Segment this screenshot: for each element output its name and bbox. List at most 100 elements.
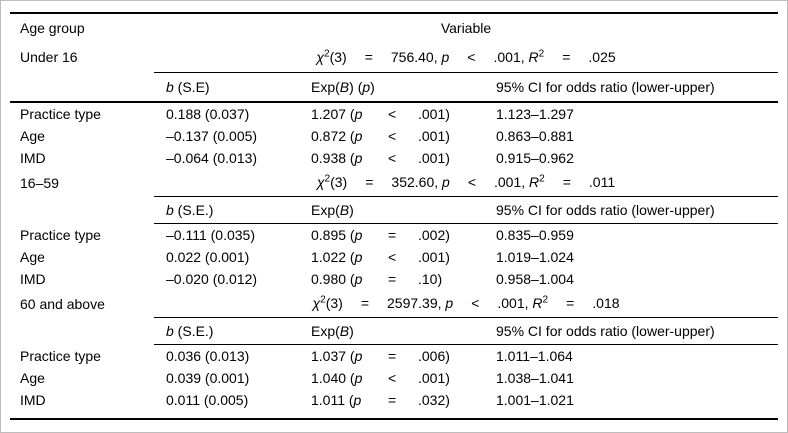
p-value: .10)	[418, 270, 443, 287]
equals-sign: =	[365, 174, 374, 190]
col-header-b: b (S.E.)	[166, 322, 214, 339]
p-operator: <	[388, 149, 397, 166]
equals-sign: =	[360, 295, 369, 311]
p-value: .001, R2	[494, 173, 545, 190]
group-row-16-59: 16–59 χ2(3) = 352.60, p < .001, R2 = .01…	[10, 169, 778, 197]
p-value: .001, R2	[493, 47, 545, 65]
cell-exp-b: 1.207 (p < .001)	[311, 106, 496, 122]
table-header-row: Age group Variable	[10, 14, 778, 41]
cell-exp-b: 1.011 (p = .032)	[311, 392, 496, 408]
col-header-exp: Exp(B)	[311, 201, 354, 218]
p-value: .002)	[418, 226, 450, 243]
p-value: .001)	[418, 105, 450, 122]
model-stat-line: χ2(3) = 2597.39, p < .001, R2 = .018	[154, 290, 778, 318]
cell-ci: 0.915–0.962	[496, 149, 574, 166]
empty-corner-cell	[10, 197, 154, 224]
p-value: .001, R2	[497, 294, 549, 311]
p-operator: <	[467, 174, 476, 190]
r-squared-value: .018	[592, 295, 620, 311]
model-stat-line: χ2(3) = 352.60, p < .001, R2 = .011	[154, 169, 778, 197]
group-row-60-and-above: 60 and above χ2(3) = 2597.39, p < .001, …	[10, 290, 778, 318]
cell-exp-b: 1.022 (p < .001)	[311, 249, 496, 265]
data-row-practice-type: Practice type 0.188 (0.037) 1.207 (p < .…	[10, 103, 778, 125]
table-rule-bottom	[10, 417, 778, 420]
cell-exp-b: 0.980 (p = .10)	[311, 271, 496, 287]
cell-ci: 1.123–1.297	[496, 105, 574, 122]
cell-exp-b: 1.040 (p < .001)	[311, 370, 496, 386]
cell-b-se: 0.039 (0.001)	[166, 369, 250, 386]
r-squared-value: .025	[588, 48, 616, 65]
data-row-imd: IMD 0.011 (0.005) 1.011 (p = .032) 1.001…	[10, 389, 778, 411]
cell-exp-b: 0.872 (p < .001)	[311, 128, 496, 144]
p-value: .001)	[418, 248, 450, 265]
chi-square-term: χ2(3)	[316, 47, 347, 65]
data-row-practice-type: Practice type –0.111 (0.035) 0.895 (p = …	[10, 224, 778, 246]
data-row-practice-type: Practice type 0.036 (0.013) 1.037 (p = .…	[10, 345, 778, 367]
group-label: 60 and above	[20, 295, 105, 312]
column-header-row: b (S.E.) Exp(B) 95% CI for odds ratio (l…	[10, 318, 778, 345]
chi-square-value: 2597.39, p	[387, 295, 454, 311]
r-squared-value: .011	[588, 174, 616, 190]
group-label: Under 16	[20, 49, 78, 65]
p-value: .032)	[418, 391, 450, 408]
cell-ci: 1.019–1.024	[496, 248, 574, 265]
equals-sign: =	[562, 48, 571, 65]
chi-square-term: χ2(3)	[312, 294, 343, 311]
row-label: Age	[20, 369, 45, 386]
p-value: .001)	[418, 127, 450, 144]
p-operator: <	[388, 369, 397, 386]
chi-square-value: 352.60, p	[391, 174, 450, 190]
row-label: IMD	[20, 270, 46, 287]
regression-table: Age group Variable Under 16 χ2(3) = 756.…	[10, 12, 778, 420]
row-label: Practice type	[20, 347, 101, 364]
p-value: .001)	[418, 369, 450, 386]
row-label: IMD	[20, 149, 46, 166]
cell-b-se: 0.022 (0.001)	[166, 248, 250, 265]
p-operator: =	[388, 391, 397, 408]
cell-ci: 1.001–1.021	[496, 391, 574, 408]
data-row-age: Age –0.137 (0.005) 0.872 (p < .001) 0.86…	[10, 125, 778, 147]
cell-b-se: –0.111 (0.035)	[166, 226, 255, 243]
cell-ci: 1.011–1.064	[496, 347, 573, 364]
chi-square-value: 756.40, p	[390, 48, 450, 65]
cell-ci: 1.038–1.041	[496, 369, 574, 386]
equals-sign: =	[566, 295, 575, 311]
empty-corner-cell	[10, 73, 154, 101]
p-value: .006)	[418, 347, 450, 364]
column-header-row: b (S.E.) Exp(B) 95% CI for odds ratio (l…	[10, 197, 778, 224]
table-rule-top	[10, 12, 778, 14]
p-operator: =	[388, 270, 397, 287]
column-header-row: b (S.E) Exp(B) (p) 95% CI for odds ratio…	[10, 73, 778, 103]
age-group-column-header: Age group	[20, 19, 85, 36]
data-row-age: Age 0.039 (0.001) 1.040 (p < .001) 1.038…	[10, 367, 778, 389]
data-row-imd: IMD –0.020 (0.012) 0.980 (p = .10) 0.958…	[10, 268, 778, 290]
empty-corner-cell	[10, 318, 154, 345]
cell-exp-b: 1.037 (p = .006)	[311, 348, 496, 364]
col-header-exp: Exp(B)	[311, 322, 354, 339]
row-label: Age	[20, 248, 45, 265]
cell-ci: 0.835–0.959	[496, 226, 574, 243]
row-label: Age	[20, 127, 45, 144]
p-operator: <	[388, 127, 397, 144]
equals-sign: =	[364, 48, 373, 65]
p-operator: =	[388, 347, 397, 364]
cell-b-se: –0.137 (0.005)	[166, 127, 258, 144]
col-header-ci: 95% CI for odds ratio (lower-upper)	[496, 201, 715, 218]
data-row-imd: IMD –0.064 (0.013) 0.938 (p < .001) 0.91…	[10, 147, 778, 169]
col-header-b: b (S.E)	[166, 78, 210, 95]
col-header-ci: 95% CI for odds ratio (lower-upper)	[496, 78, 715, 95]
cell-b-se: 0.036 (0.013)	[166, 347, 250, 364]
col-header-b: b (S.E.)	[166, 201, 214, 218]
model-stat-line: χ2(3) = 756.40, p < .001, R2 = .025	[154, 41, 778, 73]
p-operator: =	[388, 226, 397, 243]
group-label: 16–59	[20, 174, 59, 191]
cell-ci: 0.863–0.881	[496, 127, 574, 144]
cell-ci: 0.958–1.004	[496, 270, 574, 287]
p-operator: <	[388, 248, 397, 265]
cell-b-se: 0.188 (0.037)	[166, 105, 250, 122]
row-label: Practice type	[20, 226, 101, 243]
equals-sign: =	[562, 174, 571, 190]
cell-b-se: –0.020 (0.012)	[166, 270, 258, 287]
cell-b-se: –0.064 (0.013)	[166, 149, 258, 166]
